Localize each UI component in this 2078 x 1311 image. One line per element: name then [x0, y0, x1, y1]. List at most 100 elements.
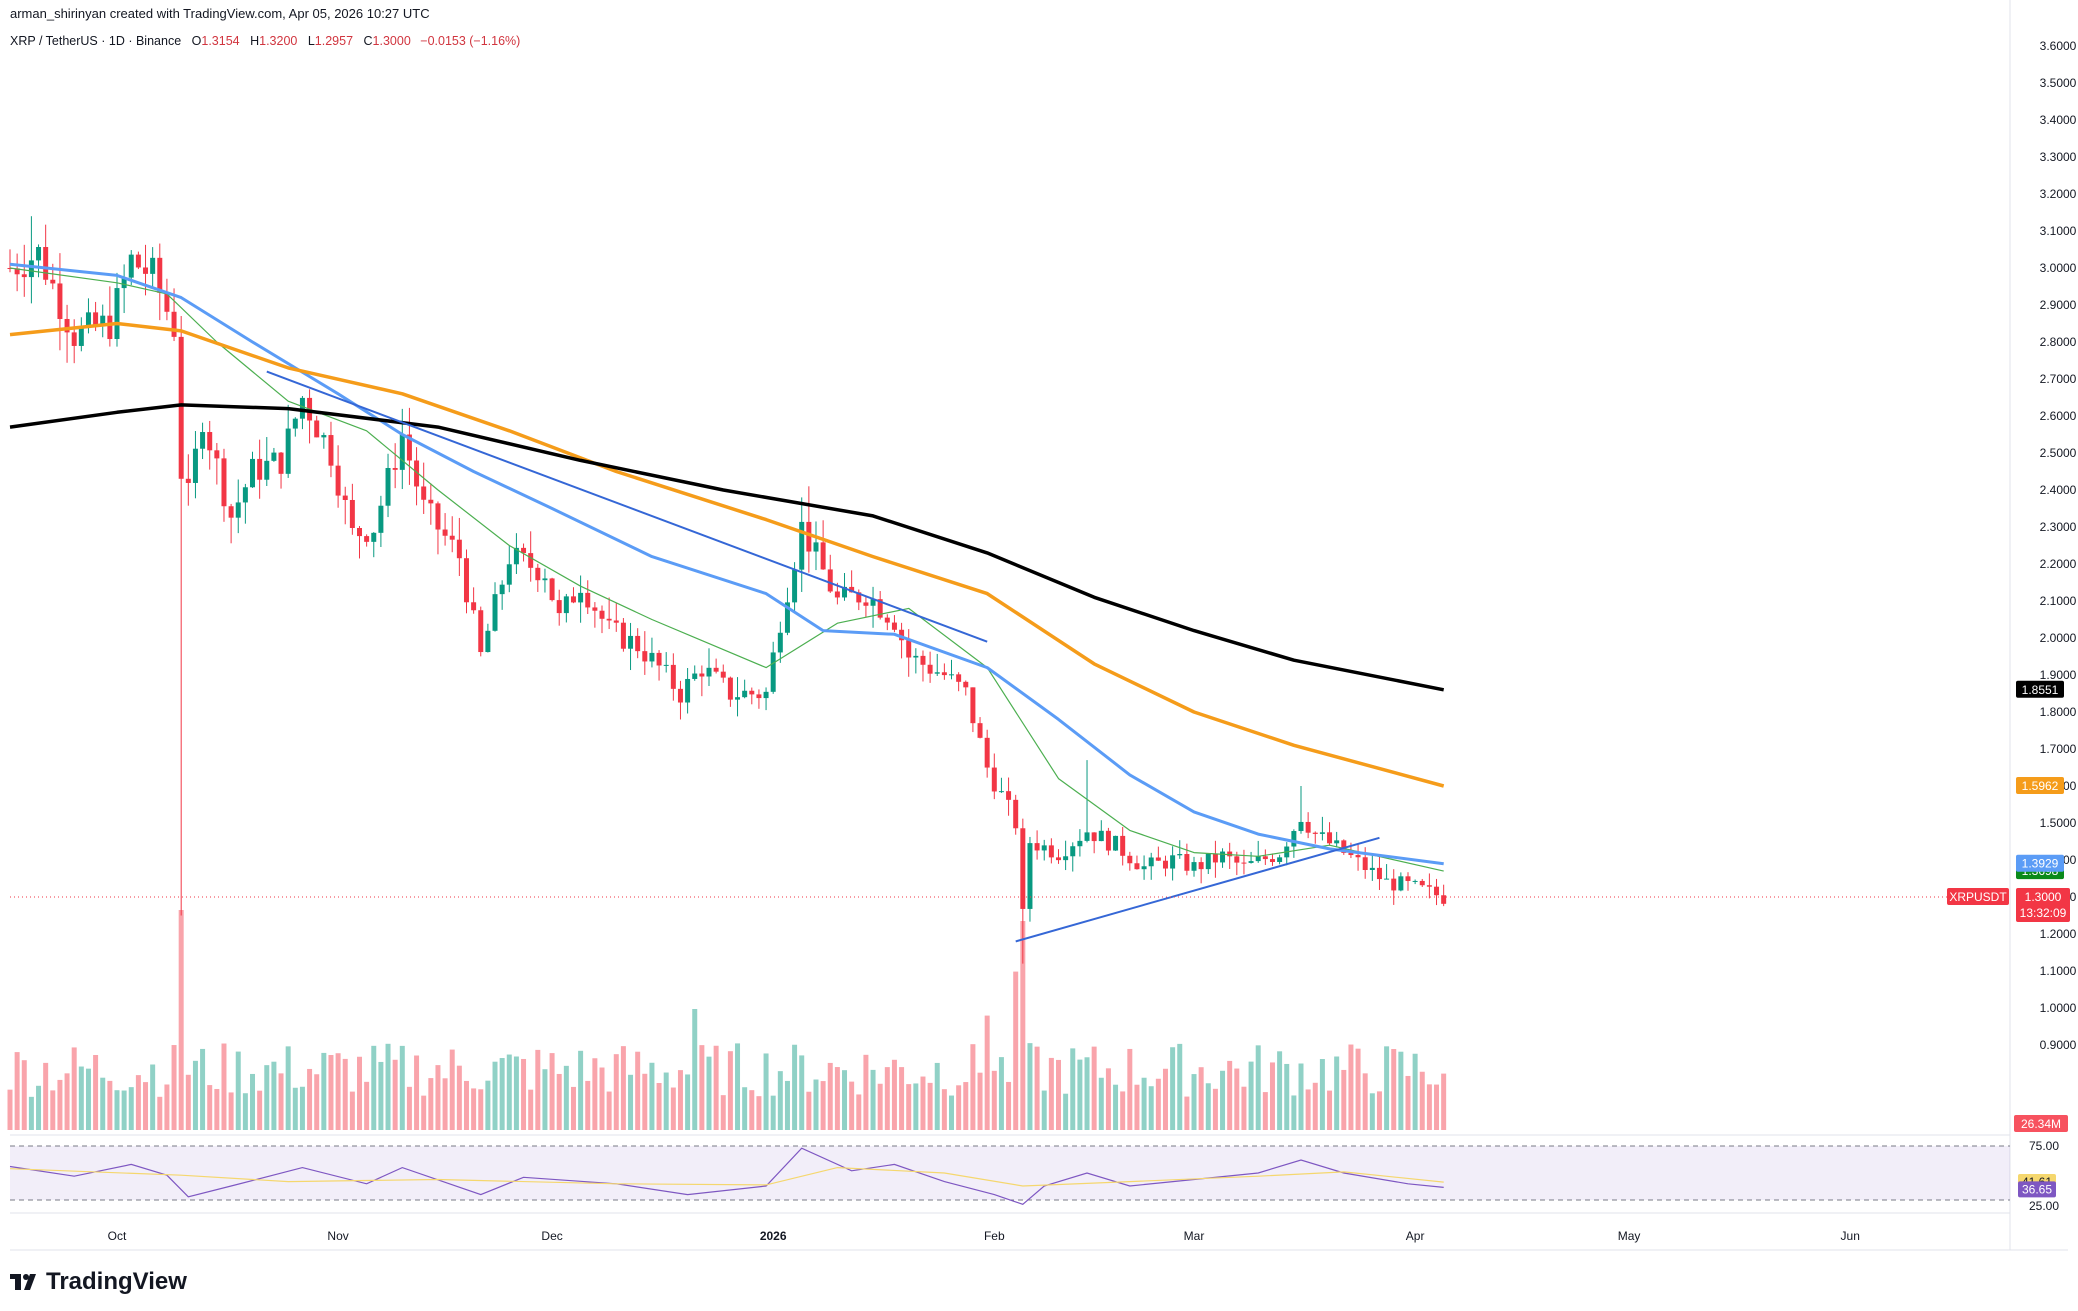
candle-body — [1027, 843, 1033, 909]
volume-bar — [1020, 921, 1026, 1130]
volume-bar — [556, 1073, 562, 1130]
candle-body — [1227, 851, 1233, 857]
candle-body — [1205, 853, 1211, 870]
candle-body — [150, 257, 156, 274]
candle-body — [85, 312, 91, 327]
volume-bar — [328, 1055, 334, 1130]
volume-bar — [228, 1092, 234, 1130]
candle-body — [635, 635, 641, 652]
volume-bar — [1084, 1057, 1090, 1130]
y-tick-label: 1.9000 — [2040, 668, 2077, 682]
symbol-name[interactable]: XRP / TetherUS · 1D · Binance — [10, 34, 182, 48]
last-price-tag — [2016, 888, 2070, 922]
candle-body — [934, 672, 940, 674]
candle-body — [1362, 857, 1368, 870]
volume-bar — [906, 1084, 912, 1130]
candle-body — [606, 618, 612, 621]
volume-bar — [1291, 1095, 1297, 1130]
volume-bar — [1355, 1048, 1361, 1130]
volume-bar — [28, 1096, 34, 1130]
volume-bar — [1405, 1075, 1411, 1130]
volume-bar — [385, 1043, 391, 1130]
candle-body — [1155, 857, 1161, 861]
candle-body — [556, 600, 562, 614]
volume-bar — [1070, 1048, 1076, 1130]
volume-bar — [299, 1086, 305, 1130]
volume-bar — [1227, 1060, 1233, 1130]
volume-bar — [1113, 1084, 1119, 1130]
candle-body — [1177, 854, 1183, 856]
candle-body — [107, 315, 113, 340]
rsi-tag-label: 36.65 — [2022, 1182, 2052, 1196]
candle-body — [335, 465, 341, 496]
volume-bar — [891, 1059, 897, 1130]
candle-body — [599, 610, 605, 619]
candle-body — [1041, 845, 1047, 851]
candle-body — [699, 673, 705, 677]
candle-body — [1441, 895, 1447, 904]
volume-bar — [143, 1082, 149, 1130]
candle-body — [770, 652, 776, 692]
candle-body — [214, 450, 220, 459]
volume-bar — [1298, 1063, 1304, 1130]
volume-bar — [235, 1051, 241, 1130]
candle-body — [949, 674, 955, 676]
volume-bar — [1034, 1046, 1040, 1130]
volume-bar — [685, 1074, 691, 1130]
volume-bar — [285, 1046, 291, 1130]
tradingview-brand[interactable]: TradingView — [10, 1268, 187, 1296]
candle-body — [93, 312, 99, 327]
candle-body — [856, 592, 862, 603]
countdown-label: 13:32:09 — [2020, 906, 2067, 920]
y-tick-label: 3.6000 — [2040, 39, 2077, 53]
volume-bar — [78, 1066, 84, 1130]
candle-body — [1098, 830, 1104, 842]
y-tick-label: 0.9000 — [2040, 1038, 2077, 1052]
volume-bar — [506, 1054, 512, 1130]
candle-body — [963, 681, 969, 688]
volume-tag-label: 26.34M — [2021, 1117, 2061, 1131]
candle-body — [121, 277, 127, 289]
candle-body — [278, 452, 284, 474]
candle-body — [820, 542, 826, 570]
rsi-band — [10, 1146, 2010, 1200]
candle-body — [164, 292, 170, 312]
volume-bar — [542, 1069, 548, 1130]
y-tick-label: 2.6000 — [2040, 409, 2077, 423]
volume-bar — [1013, 971, 1019, 1130]
candle-body — [71, 332, 77, 346]
volume-bar — [399, 1045, 405, 1130]
volume-bar — [1141, 1077, 1147, 1130]
candle-body — [378, 505, 384, 533]
volume-bar — [842, 1070, 848, 1130]
candle-body — [1334, 840, 1340, 844]
close-value: 1.3000 — [372, 34, 411, 48]
volume-bar — [813, 1079, 819, 1130]
candle-body — [792, 569, 798, 603]
volume-bar — [50, 1090, 56, 1130]
volume-bar — [677, 1070, 683, 1130]
volume-bar — [970, 1044, 976, 1130]
candle-body — [392, 467, 398, 470]
candle-body — [1055, 857, 1061, 861]
moving-average-line — [9, 321, 1445, 788]
candle-body — [521, 547, 527, 554]
candle-body — [1091, 832, 1097, 842]
volume-bar — [371, 1045, 377, 1130]
volume-bar — [827, 1062, 833, 1130]
volume-bar — [927, 1082, 933, 1130]
candle-body — [250, 458, 256, 488]
volume-bar — [620, 1046, 626, 1130]
candle-body — [1312, 832, 1318, 834]
candle-body — [1191, 862, 1197, 871]
candle-body — [535, 567, 541, 581]
volume-bar — [378, 1061, 384, 1130]
volume-bar — [21, 1060, 27, 1130]
volume-bar — [1077, 1059, 1083, 1130]
volume-bar — [784, 1080, 790, 1130]
candle-body — [585, 592, 591, 608]
volume-bar — [727, 1051, 733, 1130]
volume-bar — [749, 1090, 755, 1130]
candle-body — [884, 617, 890, 623]
